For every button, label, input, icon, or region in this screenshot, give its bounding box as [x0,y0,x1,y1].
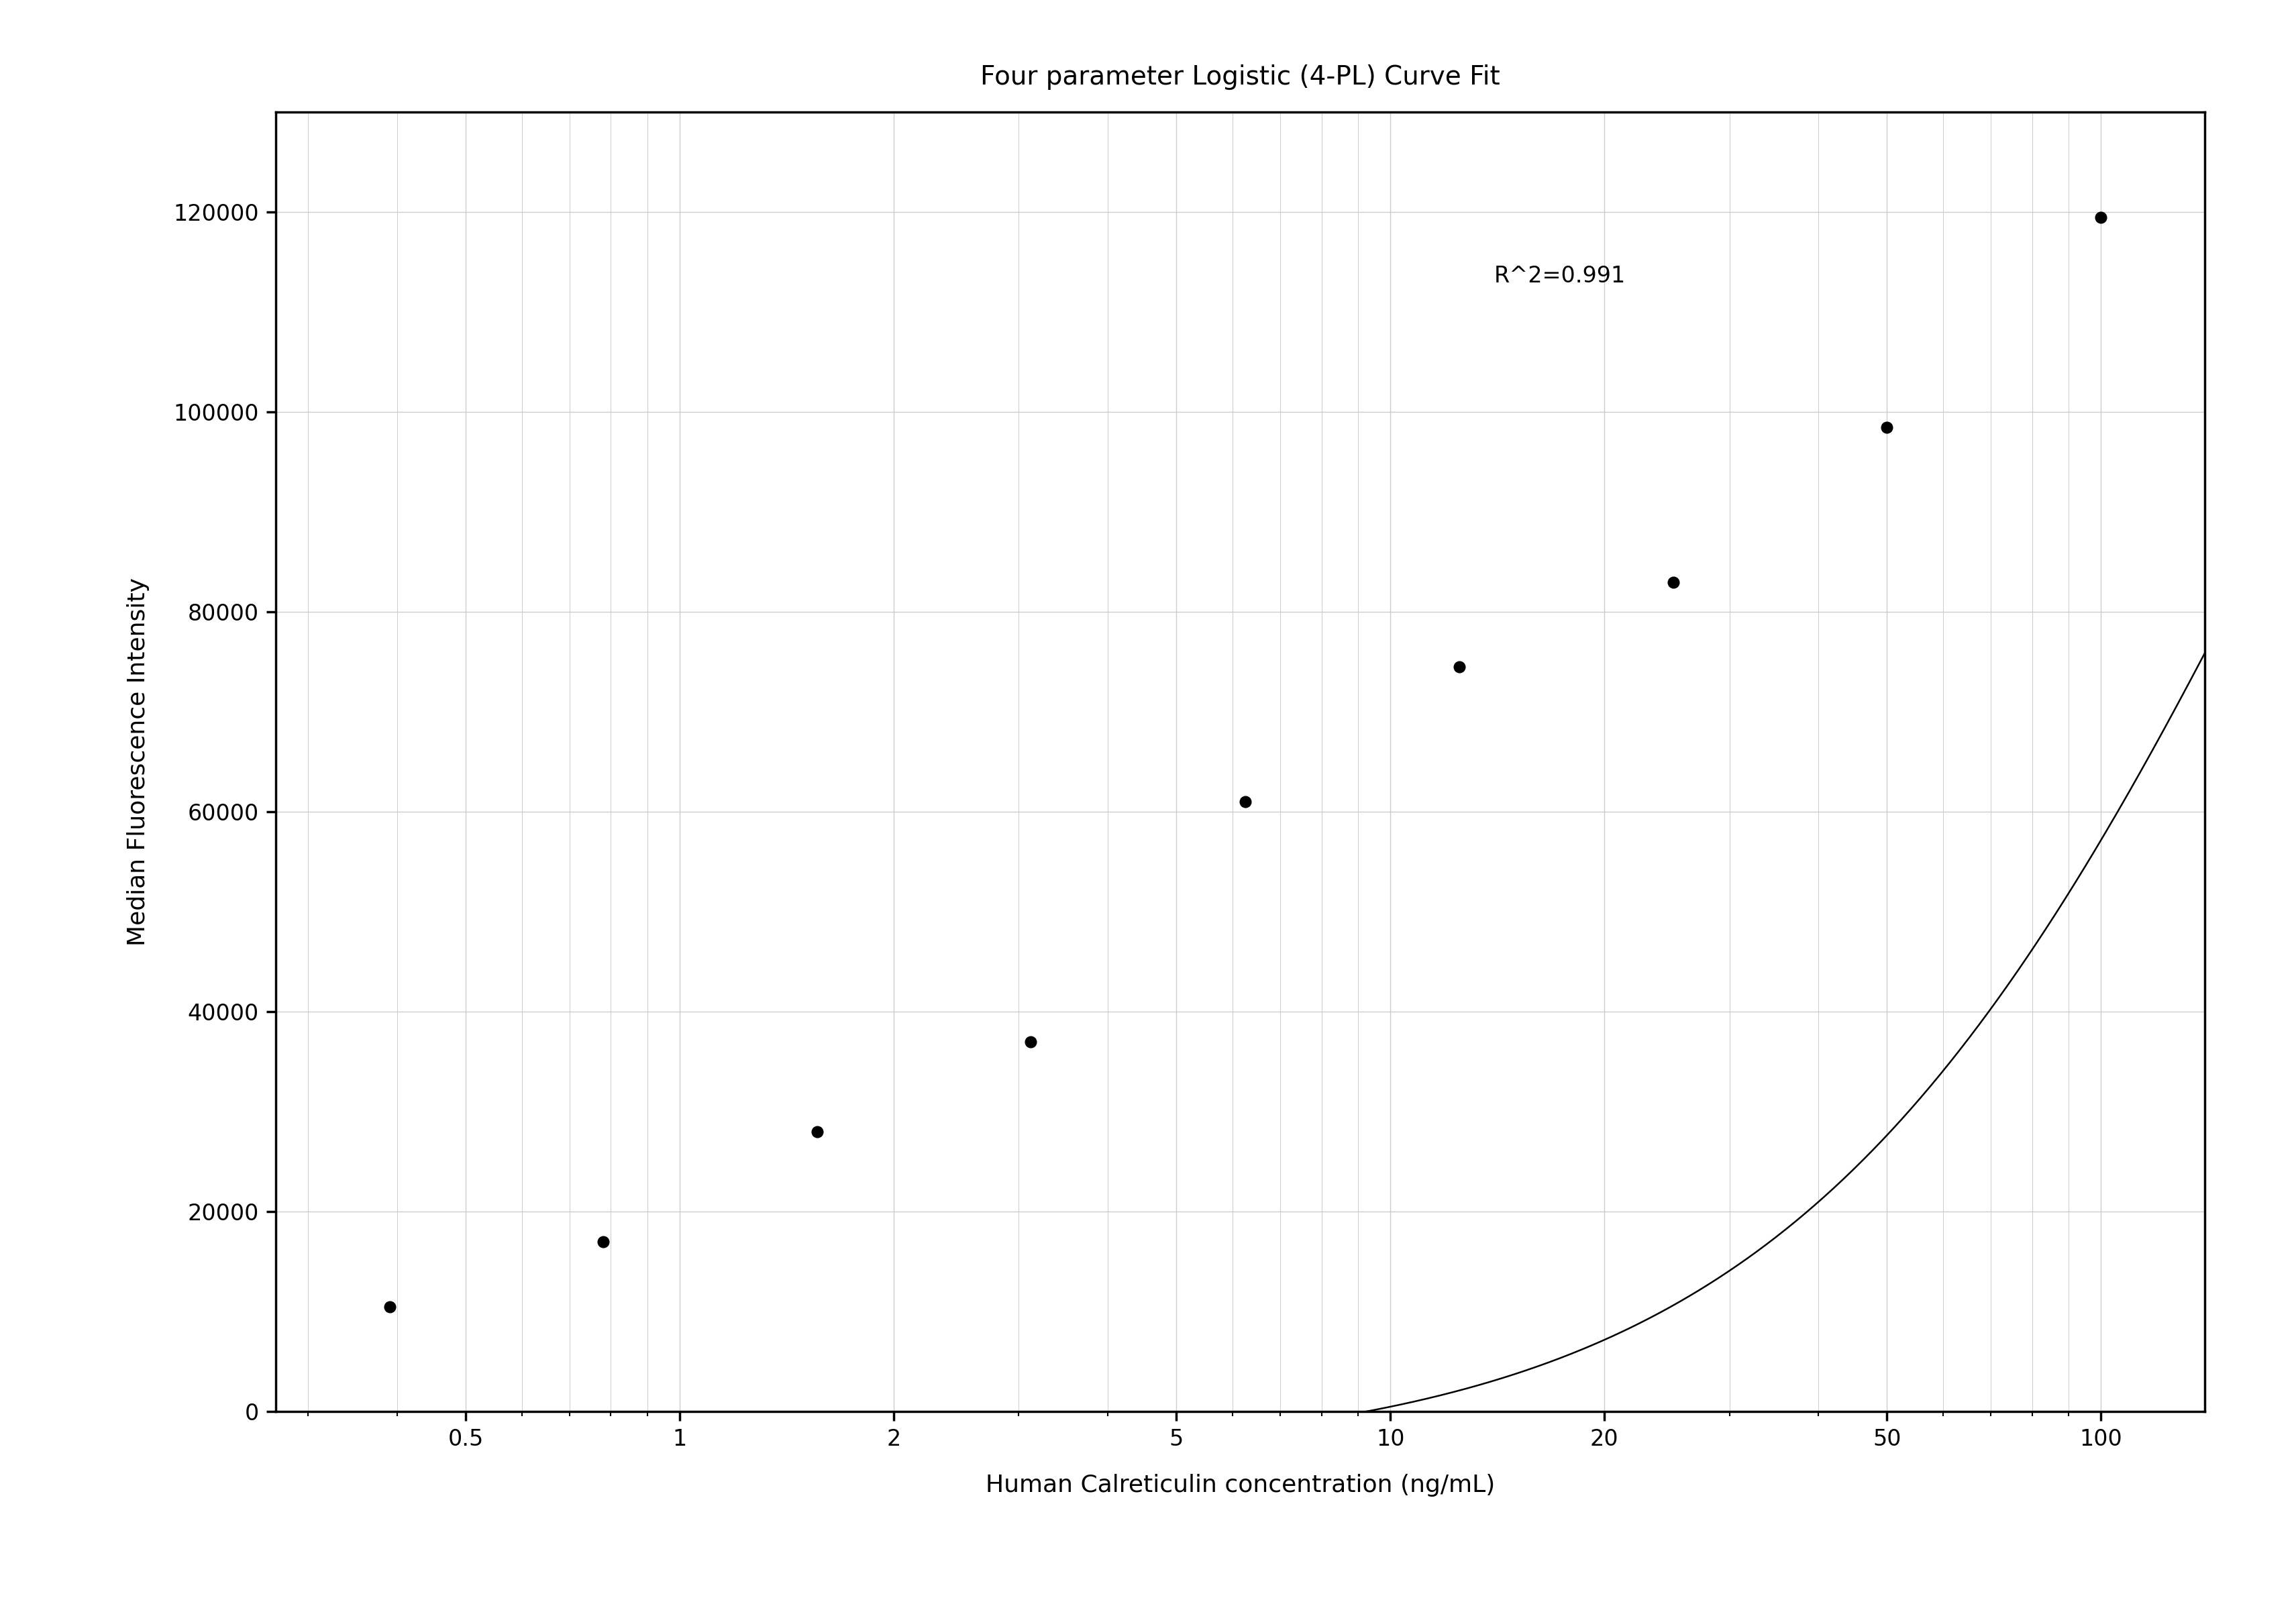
Point [1226,789,1263,815]
Text: R^2=0.991: R^2=0.991 [1495,265,1626,287]
Point [585,1229,622,1254]
Point [1440,654,1476,680]
Point [799,1120,836,1145]
Point [1869,414,1906,439]
Point [1653,569,1690,595]
Point [1013,1028,1049,1054]
X-axis label: Human Calreticulin concentration (ng/mL): Human Calreticulin concentration (ng/mL) [985,1474,1495,1497]
Title: Four parameter Logistic (4-PL) Curve Fit: Four parameter Logistic (4-PL) Curve Fit [980,64,1499,90]
Point [372,1294,409,1320]
Point [2082,204,2119,229]
Y-axis label: Median Fluorescence Intensity: Median Fluorescence Intensity [126,577,149,946]
